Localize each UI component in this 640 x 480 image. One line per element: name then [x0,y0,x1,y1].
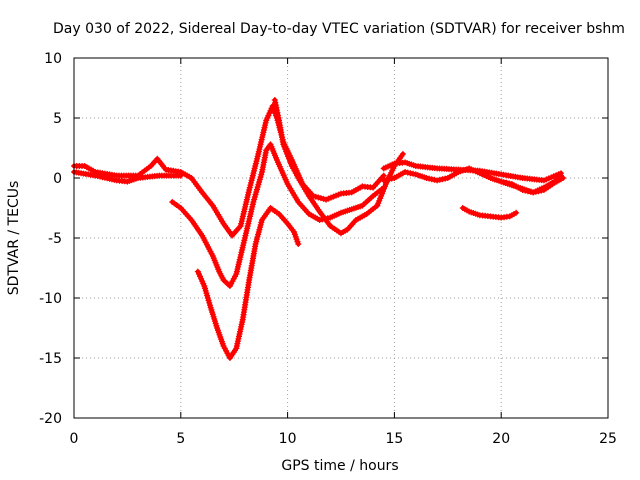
y-tick-label: -5 [48,231,62,247]
series-arc-5 [271,97,406,237]
y-tick-label: 5 [53,111,62,127]
x-tick-label: 0 [70,431,79,447]
y-tick-labels: -20 -15 -10 -5 0 5 10 [39,51,62,427]
y-tick-label: 10 [44,51,62,67]
x-tick-label: 5 [176,431,185,447]
data-point [399,151,406,157]
y-tick-label: -15 [39,351,62,367]
x-tick-label: 25 [599,431,617,447]
series-arc-3 [169,141,387,289]
series-arc-9 [498,175,567,196]
x-axis-label: GPS time / hours [281,458,398,474]
x-tick-label: 20 [492,431,510,447]
y-tick-label: -20 [39,411,62,427]
y-axis-label: SDTVAR / TECUs [6,181,22,296]
x-tick-labels: 0 5 10 15 20 25 [70,431,617,447]
axis-ticks [73,57,609,419]
chart-title: Day 030 of 2022, Sidereal Day-to-day VTE… [53,21,625,37]
series-arc-8 [459,205,520,221]
y-tick-label: 0 [53,171,62,187]
series-arc-4 [194,205,302,361]
data-point [295,241,302,247]
x-tick-label: 15 [385,431,403,447]
series-arc-2 [71,169,184,185]
y-tick-label: -10 [39,291,62,307]
series-layer [71,97,567,361]
series-arc-1 [71,103,387,239]
data-point [177,172,184,179]
x-tick-label: 10 [279,431,297,447]
data-point [513,209,520,216]
data-point [560,175,567,181]
